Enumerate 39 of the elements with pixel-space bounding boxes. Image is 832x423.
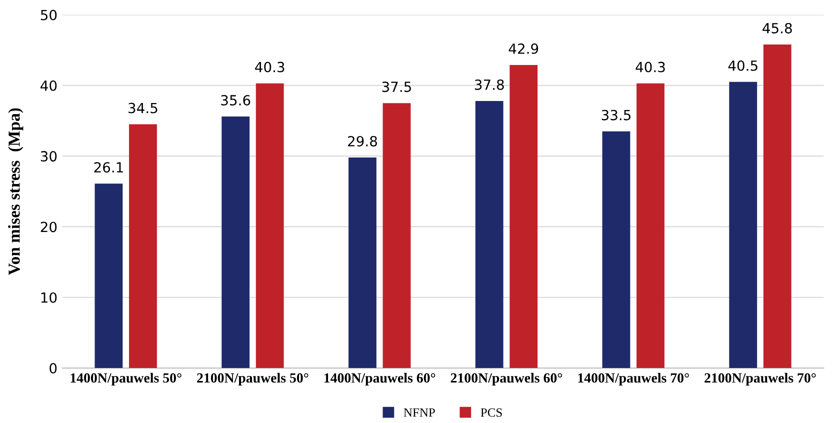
bar bbox=[129, 124, 157, 368]
bar bbox=[475, 100, 504, 368]
bar bbox=[602, 131, 630, 368]
data-label: 40.3 bbox=[636, 62, 665, 72]
data-label: 35.6 bbox=[221, 95, 250, 106]
data-label: 45.8 bbox=[762, 22, 792, 34]
y-axis-title: Von mises stress (Mpa) bbox=[8, 108, 24, 276]
data-label: 37.5 bbox=[382, 82, 411, 92]
legend-label: NFNP bbox=[404, 408, 435, 417]
bar bbox=[348, 158, 376, 368]
data-label: 40.5 bbox=[728, 60, 758, 71]
data-label: 37.8 bbox=[474, 79, 504, 90]
bar bbox=[763, 44, 792, 368]
bar bbox=[510, 64, 538, 368]
y-tick-label: 40 bbox=[40, 80, 57, 91]
data-label: 29.8 bbox=[348, 136, 377, 146]
data-label: 40.3 bbox=[255, 62, 284, 72]
y-tick-label: 20 bbox=[40, 222, 57, 232]
data-label: 34.5 bbox=[128, 102, 158, 114]
data-label: 42.9 bbox=[508, 43, 538, 54]
y-tick-label: 0 bbox=[50, 362, 57, 374]
legend-label: PCS bbox=[480, 408, 502, 417]
x-tick-label: 1400N/pauwels 60° bbox=[324, 372, 436, 386]
data-label: 33.5 bbox=[602, 110, 630, 120]
bar bbox=[222, 116, 250, 368]
x-tick-label: 1400N/pauwels 70° bbox=[578, 372, 689, 386]
bar bbox=[636, 83, 664, 368]
bar bbox=[729, 82, 758, 368]
x-tick-label: 1400N/pauwels 50° bbox=[70, 372, 182, 386]
y-tick-label: 30 bbox=[40, 151, 57, 162]
x-tick-label: 2100N/pauwels 60° bbox=[450, 372, 562, 386]
x-tick-label: 2100N/pauwels 50° bbox=[197, 372, 308, 386]
x-tick-label: 2100N/pauwels 70° bbox=[704, 372, 816, 386]
y-tick-label: 50 bbox=[40, 10, 57, 20]
bar bbox=[382, 103, 411, 368]
bar bbox=[94, 184, 123, 368]
bar bbox=[256, 83, 284, 368]
data-label: 26.1 bbox=[94, 162, 123, 173]
y-tick-label: 10 bbox=[41, 292, 57, 303]
